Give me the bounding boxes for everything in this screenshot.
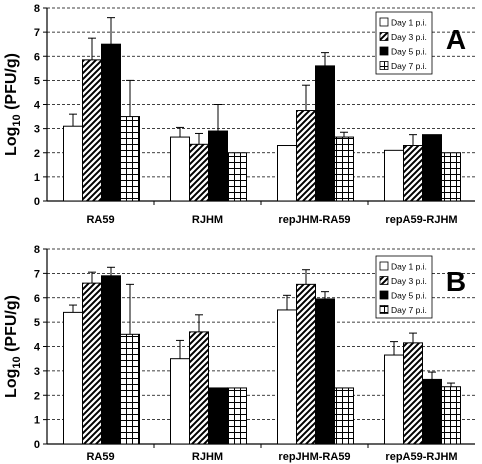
- bar: [315, 65, 335, 202]
- chart-panel-a: 0 1 2 3 4 5 6 7 8 RA59 RJHM repJHM-RA59 repA59-RJHM L…: [3, 3, 475, 226]
- legend: Day 1 p.i. Day 3 p.i. Day 5 p.i. Day 7 p.i.: [375, 11, 433, 75]
- legend-entry: Day 1 p.i.: [391, 18, 427, 28]
- y-tick-label: 2: [34, 148, 40, 160]
- bar: [101, 275, 121, 445]
- category-label: repJHM-RA59: [278, 451, 350, 463]
- bar: [170, 136, 190, 202]
- bar: [170, 358, 190, 445]
- legend-entry: Day 5 p.i.: [391, 47, 427, 57]
- bar: [296, 283, 316, 445]
- panel-label: B: [446, 266, 466, 297]
- panel-label: A: [446, 24, 466, 55]
- bar: [277, 145, 297, 202]
- y-tick-label: 0: [34, 196, 40, 208]
- bar: [120, 333, 140, 445]
- category-label: RJHM: [192, 214, 223, 226]
- legend-entry: Day 1 p.i.: [391, 262, 427, 272]
- category-label: RA59: [86, 451, 114, 463]
- y-tick-label: 8: [34, 244, 40, 256]
- bar: [334, 136, 354, 202]
- y-tick-label: 3: [34, 124, 40, 136]
- bar: [384, 354, 404, 445]
- bar: [208, 387, 228, 445]
- legend-entry: Day 7 p.i.: [391, 305, 427, 315]
- bar: [334, 387, 354, 445]
- category-label: RJHM: [192, 451, 223, 463]
- bar: [82, 282, 102, 445]
- y-tick-label: 8: [34, 3, 40, 15]
- chart-panel-b: 0 1 2 3 4 5 6 7 8 RA59 RJHM repJHM-RA59 repA59-RJHM L…: [3, 244, 475, 463]
- bar: [189, 331, 209, 445]
- category-label: repA59-RJHM: [385, 214, 457, 226]
- category-label: RA59: [86, 214, 114, 226]
- bar: [384, 149, 404, 202]
- y-axis-label: Log10 (PFU/g): [3, 53, 23, 156]
- y-tick-label: 4: [34, 342, 41, 354]
- legend-swatch: [379, 32, 389, 41]
- category-label: repJHM-RA59: [278, 214, 350, 226]
- y-tick-label: 5: [34, 317, 40, 329]
- y-tick-label: 6: [34, 293, 40, 305]
- y-tick-label: 0: [34, 439, 40, 451]
- legend-entry: Day 3 p.i.: [391, 32, 427, 42]
- legend-swatch: [379, 290, 389, 300]
- bar: [189, 143, 209, 202]
- bar: [63, 311, 83, 445]
- bar: [82, 59, 102, 202]
- legend-swatch: [379, 276, 389, 285]
- bar: [227, 152, 247, 202]
- legend-swatch: [379, 61, 389, 70]
- bar: [441, 152, 461, 202]
- y-tick-label: 7: [34, 268, 40, 280]
- bar: [441, 386, 461, 445]
- legend-swatch: [379, 305, 389, 314]
- legend-swatch: [379, 46, 389, 56]
- bar: [120, 116, 140, 202]
- legend-entry: Day 7 p.i.: [391, 61, 427, 71]
- legend-entry: Day 3 p.i.: [391, 276, 427, 286]
- y-tick-label: 5: [34, 75, 40, 87]
- bar: [227, 387, 247, 445]
- bar: [208, 130, 228, 202]
- y-tick-label: 1: [34, 172, 40, 184]
- y-tick-label: 4: [34, 100, 41, 112]
- bar: [422, 134, 442, 202]
- legend-swatch: [379, 261, 389, 271]
- legend: Day 1 p.i. Day 3 p.i. Day 5 p.i. Day 7 p.i.: [375, 255, 433, 319]
- bar: [277, 309, 297, 445]
- y-axis-label: Log10 (PFU/g): [3, 295, 23, 398]
- y-tick-label: 2: [34, 390, 40, 402]
- category-label: repA59-RJHM: [385, 451, 457, 463]
- bar: [63, 125, 83, 202]
- bar: [403, 342, 423, 445]
- legend-entry: Day 5 p.i.: [391, 291, 427, 301]
- y-tick-label: 6: [34, 51, 40, 63]
- legend-swatch: [379, 17, 389, 27]
- y-tick-label: 3: [34, 366, 40, 378]
- y-tick-label: 1: [34, 415, 40, 427]
- bar: [422, 378, 442, 445]
- bar: [296, 110, 316, 202]
- bar: [315, 298, 335, 445]
- y-tick-label: 7: [34, 27, 40, 39]
- bar: [403, 145, 423, 202]
- bar: [101, 43, 121, 202]
